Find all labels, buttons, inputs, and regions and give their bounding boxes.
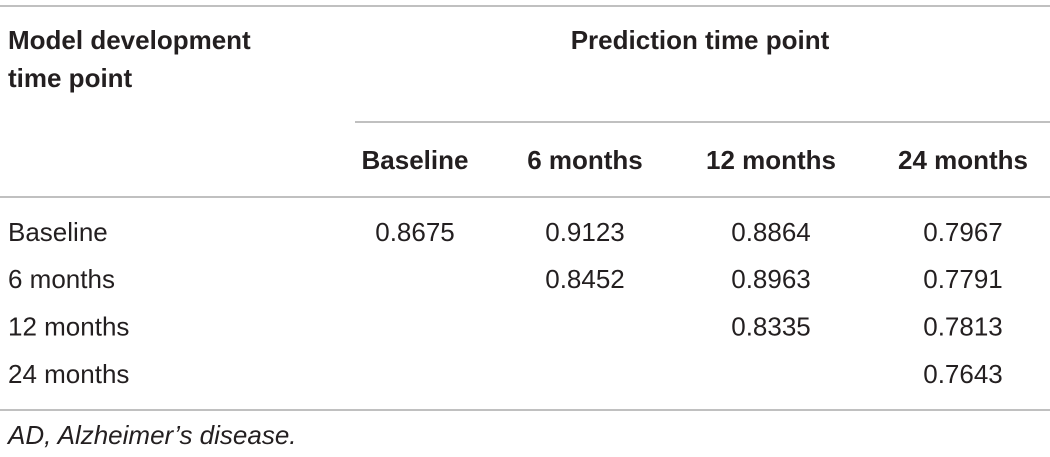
cell: 0.8335 [731, 311, 811, 341]
footnote: AD, Alzheimer’s disease. [6, 420, 297, 450]
cell: 0.8675 [375, 217, 455, 247]
column-header: 24 months [898, 145, 1028, 175]
cell: 0.7791 [923, 264, 1003, 294]
cell: 0.9123 [545, 217, 625, 247]
row-label: 12 months [8, 311, 129, 341]
column-header: Baseline [362, 145, 469, 175]
cell: 0.7813 [923, 311, 1003, 341]
row-label: 24 months [8, 359, 129, 389]
row-header: time point [8, 63, 133, 93]
column-header: 6 months [527, 145, 643, 175]
cell: 0.7967 [923, 217, 1003, 247]
row-label: Baseline [8, 217, 108, 247]
row-header: Model development [8, 25, 251, 55]
cell: 0.7643 [923, 359, 1003, 389]
row-label: 6 months [8, 264, 115, 294]
cell: 0.8452 [545, 264, 625, 294]
column-header: 12 months [706, 145, 836, 175]
cell: 0.8864 [731, 217, 811, 247]
group-header: Prediction time point [571, 25, 830, 55]
cell: 0.8963 [731, 264, 811, 294]
